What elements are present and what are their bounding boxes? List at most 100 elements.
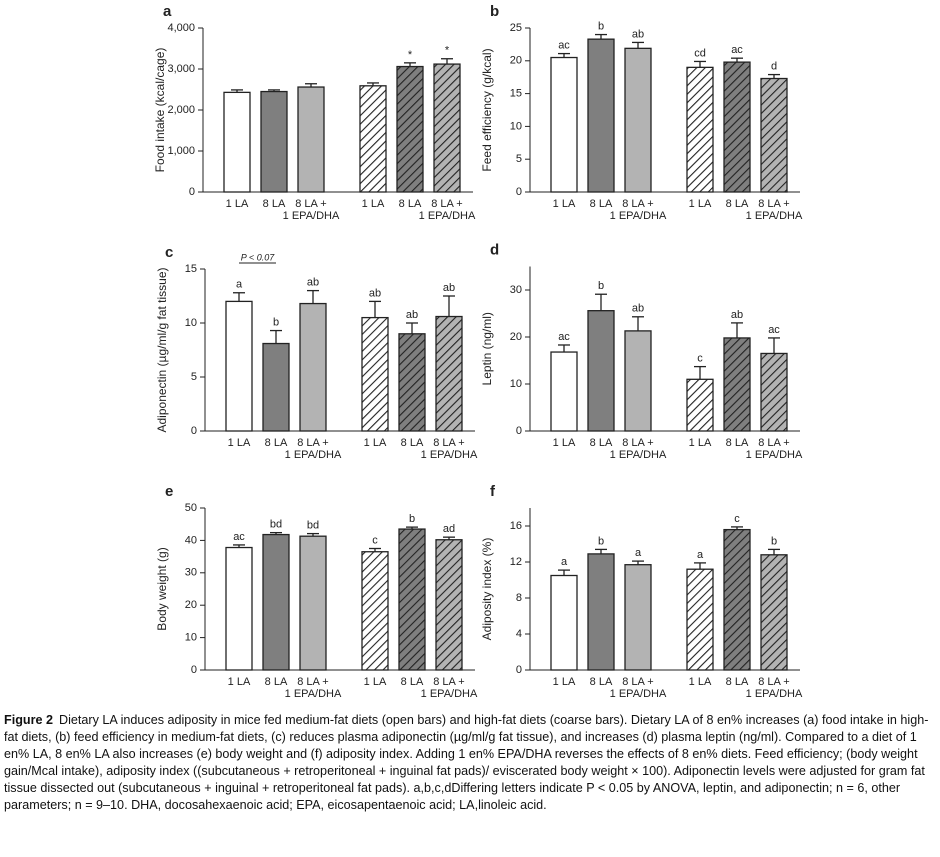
bar: [760, 554, 788, 671]
x-tick-label: 1 LA: [361, 198, 385, 210]
caption-text: Dietary LA induces adiposity in mice fed…: [4, 713, 929, 812]
y-tick-label: 2,000: [167, 104, 195, 116]
significance-label: *: [408, 49, 413, 61]
caption-label: Figure 2: [4, 713, 53, 727]
x-tick-label-box: 8 LA + 1 EPA/DHA: [285, 437, 342, 461]
x-tick-label: 1 LA: [688, 198, 712, 210]
bar: [723, 61, 751, 193]
y-tick-label: 50: [185, 502, 197, 514]
x-tick-label-box: 8 LA: [590, 676, 613, 688]
x-tick-label-box: 1 LA: [688, 198, 712, 210]
significance-label: bd: [270, 519, 282, 531]
x-tick-label: 8 LA + 1 EPA/DHA: [745, 676, 803, 700]
significance-label: bd: [307, 520, 319, 532]
x-tick-label: 8 LA + 1 EPA/DHA: [609, 198, 667, 222]
bar: [396, 65, 424, 193]
x-tick-label-box: 8 LA: [401, 676, 424, 688]
bar: [550, 574, 578, 671]
bar: [398, 333, 426, 432]
x-tick-label-box: 8 LA + 1 EPA/DHA: [285, 676, 342, 700]
x-tick-label: 1 LA: [227, 676, 251, 688]
y-tick-label: 12: [510, 556, 522, 568]
y-tick-label: 5: [191, 371, 197, 383]
bar: [398, 528, 426, 671]
x-tick-label-box: 8 LA: [265, 676, 288, 688]
x-tick-label: 8 LA + 1 EPA/DHA: [282, 198, 340, 222]
bar: [686, 378, 714, 432]
x-tick-label-box: 8 LA + 1 EPA/DHA: [610, 676, 667, 700]
x-tick-label: 8 LA + 1 EPA/DHA: [609, 437, 667, 461]
panel-letter: f: [490, 483, 496, 500]
bar: [760, 77, 788, 193]
panel-letter: d: [490, 241, 499, 258]
bracket-label: P < 0.07: [241, 252, 275, 262]
bar: [587, 38, 615, 193]
x-tick-label-box: 8 LA + 1 EPA/DHA: [609, 437, 667, 461]
bar: [624, 47, 652, 193]
y-axis-label: Food intake (kcal/cage): [153, 48, 167, 173]
bar: [262, 533, 290, 671]
x-tick-label: 1 LA: [552, 437, 576, 449]
significance-label: *: [445, 45, 450, 57]
y-tick-label: 4,000: [167, 22, 195, 34]
bar: [297, 86, 325, 193]
x-tick-label: 1 LA: [688, 676, 712, 688]
x-tick-label: 8 LA + 1 EPA/DHA: [420, 676, 478, 700]
x-tick-label-box: 8 LA + 1 EPA/DHA: [745, 198, 803, 222]
x-tick-label: 1 LA: [363, 437, 387, 449]
y-tick-label: 1,000: [167, 145, 195, 157]
y-tick-label: 20: [185, 599, 197, 611]
x-tick-label: 8 LA: [725, 676, 749, 688]
bar: [433, 63, 461, 193]
significance-label: ab: [307, 277, 319, 289]
bar: [723, 337, 751, 432]
x-tick-label-box: 8 LA + 1 EPA/DHA: [746, 437, 803, 461]
figure: a Food intake (kcal/cage) 0 1,000 2,000 3,000…: [153, 3, 803, 700]
x-tick-label-box: 8 LA + 1 EPA/DHA: [609, 198, 667, 222]
y-tick-label: 20: [510, 55, 522, 67]
significance-label: a: [635, 547, 642, 559]
caption: Figure 2 Dietary LA induces adiposity in …: [4, 712, 934, 814]
bar: [361, 551, 389, 671]
significance-label: ad: [443, 523, 455, 535]
y-tick-label: 30: [510, 284, 522, 296]
y-tick-label: 10: [510, 120, 522, 132]
y-axis-label: Feed efficiency (g/kcal): [480, 48, 494, 171]
y-axis-label: Leptin (ng/ml): [480, 312, 494, 385]
x-tick-label-box: 1 LA: [226, 198, 249, 210]
y-tick-label: 10: [185, 317, 197, 329]
panel-letter: b: [490, 3, 499, 20]
x-tick-label: 8 LA + 1 EPA/DHA: [745, 198, 803, 222]
x-tick-label-box: 1 LA: [361, 198, 385, 210]
significance-label: c: [697, 353, 703, 365]
significance-label: b: [771, 535, 777, 547]
x-tick-label-box: 1 LA: [552, 437, 576, 449]
bar: [299, 535, 327, 671]
x-tick-label: 8 LA: [264, 437, 288, 449]
bar: [361, 316, 389, 432]
significance-label: b: [273, 316, 279, 328]
y-axis-label: Body weight (g): [155, 547, 169, 630]
significance-label: b: [409, 513, 415, 525]
significance-label: ac: [731, 44, 743, 56]
bar: [723, 528, 751, 671]
y-axis-label: Adiposity index (%): [480, 538, 494, 641]
x-tick-label: 8 LA: [725, 437, 749, 449]
significance-label: ab: [406, 309, 418, 321]
y-tick-label: 3,000: [167, 63, 195, 75]
x-tick-label: 1 LA: [227, 437, 251, 449]
y-tick-label: 0: [516, 186, 522, 198]
bar: [550, 56, 578, 193]
significance-label: ab: [369, 287, 381, 299]
y-tick-label: 10: [510, 378, 522, 390]
x-tick-label: 1 LA: [688, 437, 712, 449]
x-tick-label: 1 LA: [552, 198, 576, 210]
significance-label: cd: [694, 47, 706, 59]
y-tick-label: 0: [516, 425, 522, 437]
x-tick-label: 8 LA: [262, 198, 286, 210]
y-tick-label: 40: [185, 534, 197, 546]
bar: [225, 546, 253, 671]
x-tick-label: 8 LA: [398, 198, 422, 210]
significance-label: a: [236, 279, 243, 291]
y-tick-label: 10: [185, 632, 197, 644]
